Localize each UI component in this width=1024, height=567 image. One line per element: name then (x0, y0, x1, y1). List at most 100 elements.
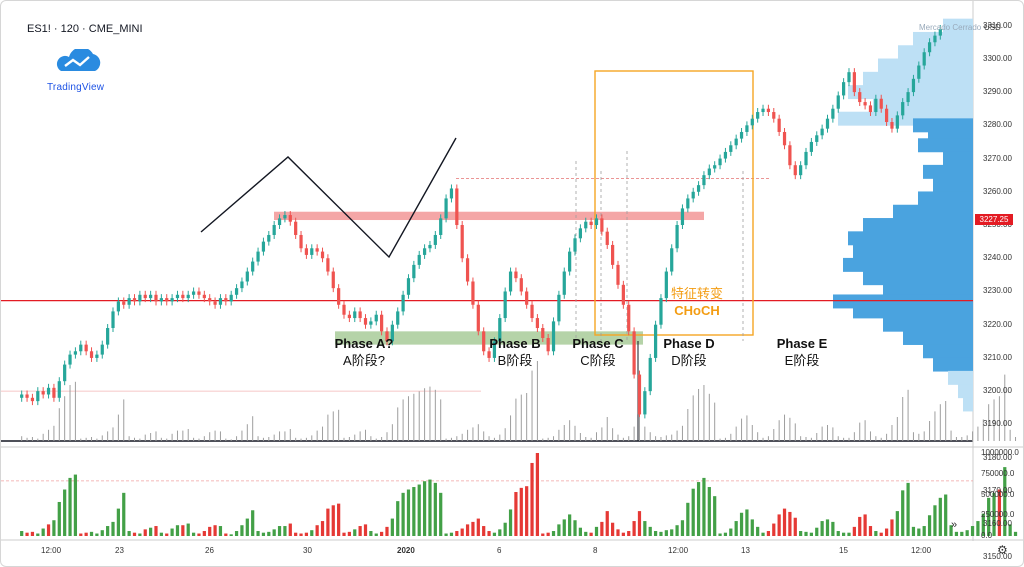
candle-body (884, 108, 889, 123)
price-tick: 3220.00 (983, 319, 1012, 329)
volume-bar (745, 509, 749, 536)
candle-body (390, 324, 394, 342)
candle-body (820, 128, 824, 136)
time-tick: 15 (839, 546, 848, 555)
market-status: Mercado Cerrado (919, 23, 982, 32)
volume-bar (315, 525, 319, 536)
scroll-to-realtime-icon[interactable]: » (951, 519, 958, 531)
logo-text: TradingView (47, 82, 105, 93)
volume-bar (1003, 467, 1007, 536)
volume-profile-row (948, 370, 973, 385)
volume-bar (815, 527, 819, 536)
candle-body (611, 244, 615, 265)
volume-bar (288, 523, 292, 536)
volume-bar (52, 520, 56, 536)
candle-body (138, 294, 142, 302)
candle-body (756, 112, 760, 119)
time-tick: 2020 (397, 546, 415, 555)
candle-body (492, 341, 497, 358)
candle-body (422, 248, 427, 255)
candle-body (653, 324, 658, 358)
candle-body (283, 215, 287, 219)
volume-bar (401, 492, 405, 536)
volume-profile-row (923, 344, 973, 359)
volume-bar (240, 525, 244, 536)
candle-body (482, 331, 486, 352)
volume-profile-row (843, 257, 973, 272)
volume-bar (1008, 524, 1012, 536)
volume-tick: 750000.0 (981, 468, 1015, 478)
volume-bar (723, 532, 728, 536)
candle-body (895, 115, 899, 129)
volume-bar (874, 531, 878, 536)
volume-bar (788, 511, 792, 536)
candle-body (310, 248, 314, 255)
volume-bar (498, 529, 502, 536)
candle-body (804, 151, 808, 166)
volume-profile-row (928, 124, 973, 139)
candle-body (627, 304, 631, 332)
volume-bar (476, 518, 480, 536)
volume-profile-row (893, 204, 973, 219)
candle-body (68, 354, 72, 365)
volume-bar (643, 521, 647, 536)
volume-bar (535, 453, 540, 536)
candle-body (648, 357, 652, 392)
candle-body (132, 298, 137, 302)
candle-body (191, 291, 196, 295)
volume-bar (256, 531, 260, 536)
volume-bar (997, 489, 1002, 536)
candle-body (320, 251, 325, 259)
volume-bar (551, 531, 556, 536)
candle-body (868, 105, 873, 113)
volume-profile-row (853, 244, 973, 259)
candle-body (589, 221, 593, 226)
candle-body (498, 318, 502, 342)
price-tick: 3170.00 (983, 485, 1012, 495)
price-tick: 3210.00 (983, 352, 1012, 362)
volume-bar (879, 532, 883, 536)
candle-body (799, 165, 803, 176)
volume-bar (89, 531, 94, 536)
candle-body (315, 248, 319, 252)
volume-profile-row (958, 384, 973, 399)
candle-body (707, 168, 711, 176)
volume-profile-row (903, 331, 973, 345)
volume-bar (1013, 531, 1018, 536)
candle-body (143, 294, 147, 299)
candle-body (605, 231, 609, 245)
time-tick: 12:00 (668, 546, 689, 555)
volume-bar (653, 531, 658, 536)
volume-bar (487, 531, 491, 536)
candle-body (288, 215, 292, 222)
candle-body (428, 244, 432, 249)
candle-body (546, 337, 550, 352)
volume-bar (428, 479, 432, 536)
volume-bar (439, 492, 443, 536)
volume-bar (181, 525, 185, 536)
volume-bar (600, 521, 604, 536)
symbol-label[interactable]: ES1! · 120 · CME_MINI (27, 23, 143, 35)
candle-body (476, 304, 480, 332)
candle-body (842, 82, 846, 96)
settings-gear-icon[interactable]: ⚙ (997, 543, 1008, 557)
candle-body (63, 364, 67, 382)
volume-bar (944, 494, 948, 536)
candle-body (600, 218, 604, 232)
volume-bar (825, 519, 830, 536)
candle-body (723, 151, 728, 159)
volume-bar (149, 527, 153, 536)
volume-bar (895, 511, 899, 536)
price-tick: 3270.00 (983, 153, 1012, 163)
candle-body (181, 294, 185, 299)
candle-body (154, 294, 158, 302)
volume-bar (933, 505, 937, 536)
candle-body (197, 291, 201, 295)
phase-e-label: Phase E E阶段 (762, 335, 842, 369)
candle-body (632, 331, 636, 375)
volume-profile-row (933, 357, 973, 372)
volume-bar (836, 531, 840, 536)
volume-bar (229, 534, 233, 536)
volume-tick: 500000.0 (981, 489, 1015, 499)
